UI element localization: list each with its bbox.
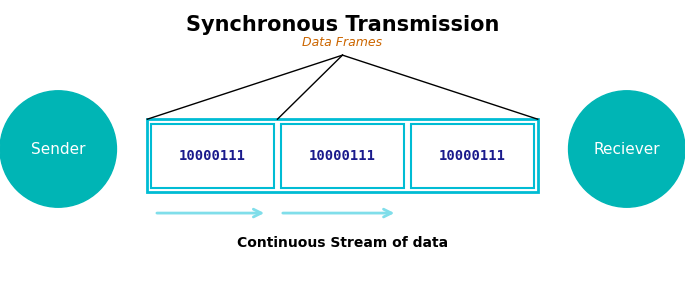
Ellipse shape	[0, 91, 116, 207]
Bar	[151, 124, 274, 188]
Bar	[147, 119, 538, 192]
Text: 10000111: 10000111	[309, 149, 376, 163]
Text: Data Frames: Data Frames	[303, 36, 382, 49]
Text: Reciever: Reciever	[593, 142, 660, 156]
Bar	[281, 124, 404, 188]
Bar	[411, 124, 534, 188]
Text: 10000111: 10000111	[439, 149, 506, 163]
Text: Sender: Sender	[31, 142, 86, 156]
Text: 10000111: 10000111	[179, 149, 246, 163]
Ellipse shape	[569, 91, 685, 207]
Text: Synchronous Transmission: Synchronous Transmission	[186, 15, 499, 35]
Text: Continuous Stream of data: Continuous Stream of data	[237, 236, 448, 250]
